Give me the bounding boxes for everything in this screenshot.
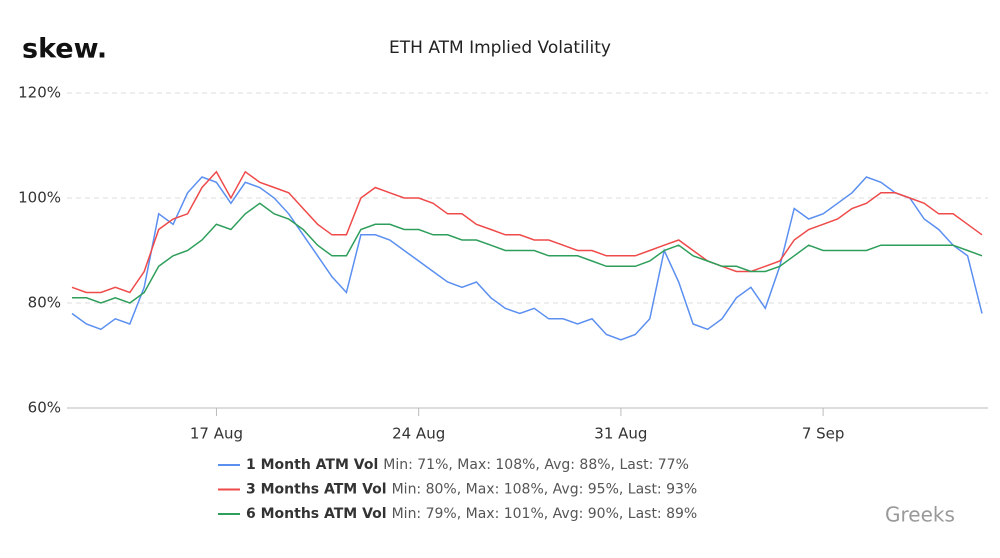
x-tick-label: 31 Aug <box>594 425 647 443</box>
series-line <box>72 202 983 304</box>
x-tick-label: 24 Aug <box>392 425 445 443</box>
legend-name: 1 Month ATM Vol <box>246 457 378 473</box>
series-line <box>71 176 983 341</box>
legend-stats: Min: 80%, Max: 108%, Avg: 95%, Last: 93% <box>392 482 698 498</box>
series-line <box>71 170 983 294</box>
chart-title: ETH ATM Implied Volatility <box>389 38 611 58</box>
legend-stats: Min: 71%, Max: 108%, Avg: 88%, Last: 77% <box>383 457 689 473</box>
legend-name: 3 Months ATM Vol <box>246 482 387 498</box>
brand: skew. <box>22 34 107 65</box>
y-tick-label: 100% <box>18 189 61 207</box>
legend-stats: Min: 79%, Max: 101%, Avg: 90%, Last: 89% <box>392 506 698 522</box>
y-tick-label: 80% <box>28 294 61 312</box>
legend-name: 6 Months ATM Vol <box>246 506 387 522</box>
watermark: Greeks <box>885 503 955 527</box>
y-tick-label: 60% <box>28 399 61 417</box>
y-tick-label: 120% <box>18 84 61 102</box>
x-tick-label: 7 Sep <box>802 425 845 443</box>
x-tick-label: 17 Aug <box>190 425 243 443</box>
